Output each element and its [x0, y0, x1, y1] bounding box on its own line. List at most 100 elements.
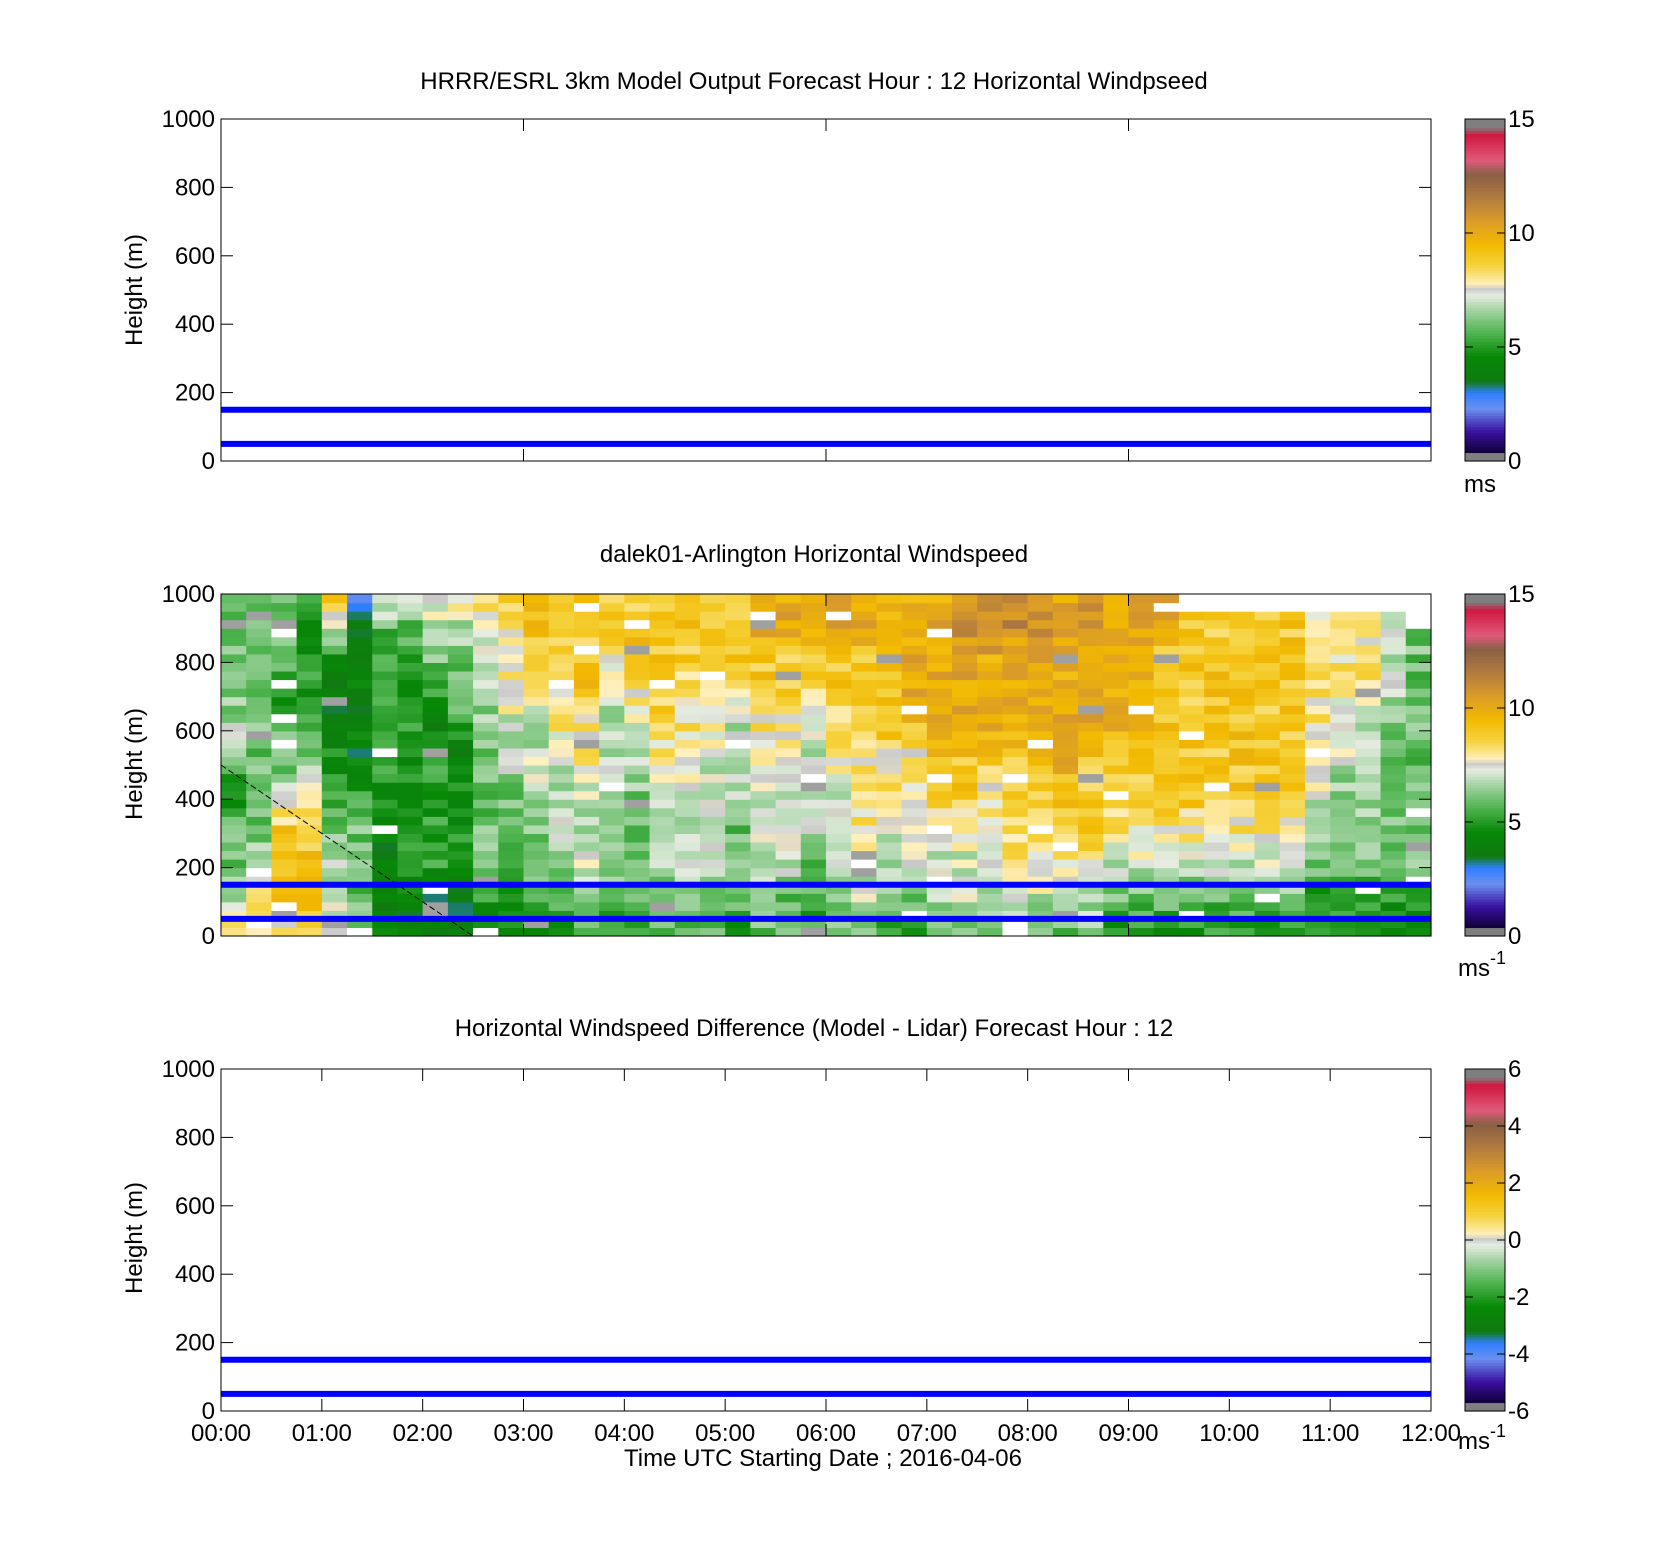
- colorbar-segment: [1465, 1077, 1505, 1081]
- heatmap-cell: [1128, 773, 1155, 783]
- heatmap-cell: [548, 713, 575, 723]
- colorbar-segment: [1465, 1325, 1505, 1329]
- heatmap-cell: [699, 807, 726, 817]
- heatmap-cell: [447, 636, 474, 646]
- y-tick-label: 0: [202, 1398, 215, 1425]
- heatmap-cell: [523, 765, 550, 775]
- colorbar-segment: [1465, 690, 1505, 695]
- heatmap-cell: [1204, 602, 1230, 612]
- heatmap-cell: [649, 645, 676, 655]
- heatmap-cell: [901, 628, 928, 638]
- dashed-diagonal-line: [220, 764, 474, 937]
- heatmap-cell: [1052, 679, 1079, 689]
- heatmap-cell: [876, 884, 903, 894]
- heatmap-cell: [372, 841, 399, 852]
- heatmap-cell: [977, 747, 1004, 758]
- colorbar-segment: [1465, 653, 1505, 658]
- heatmap-cell: [1128, 696, 1155, 706]
- heatmap-cell: [1355, 782, 1382, 792]
- heatmap-cell: [851, 645, 878, 655]
- heatmap-cell: [221, 645, 247, 655]
- heatmap-cell: [548, 884, 575, 894]
- heatmap-cell: [851, 799, 878, 809]
- heatmap-cell: [422, 773, 449, 783]
- colorbar-segment: [1465, 1245, 1505, 1250]
- heatmap-cell: [977, 876, 1004, 886]
- heatmap-cell: [246, 619, 273, 629]
- heatmap-cell: [977, 636, 1004, 646]
- heatmap-cell: [699, 739, 726, 749]
- heatmap-cell: [1052, 910, 1079, 920]
- heatmap-cell: [977, 594, 1004, 604]
- heatmap-cell: [422, 816, 449, 826]
- heatmap-cell: [296, 696, 323, 706]
- heatmap-cell: [1002, 918, 1029, 929]
- heatmap-cell: [1405, 807, 1432, 817]
- heatmap-cell: [952, 833, 978, 843]
- heatmap-cell: [1103, 859, 1130, 869]
- heatmap-cell: [826, 705, 852, 715]
- heatmap-cell: [800, 927, 827, 937]
- heatmap-cell: [1052, 602, 1079, 612]
- heatmap-cell: [851, 602, 878, 612]
- heatmap-cell: [473, 841, 499, 852]
- heatmap-cell: [271, 901, 298, 911]
- colorbar-segment: [1465, 119, 1505, 123]
- heatmap-cell: [599, 756, 625, 766]
- heatmap-cell: [473, 910, 499, 920]
- heatmap-cell: [1229, 790, 1256, 800]
- heatmap-cell: [372, 884, 399, 894]
- heatmap-cell: [447, 867, 474, 877]
- heatmap-cell: [548, 867, 575, 877]
- heatmap-cell: [775, 910, 802, 920]
- heatmap-cell: [1304, 696, 1331, 706]
- colorbar-segment: [1465, 384, 1505, 388]
- heatmap-cell: [1128, 799, 1155, 809]
- colorbar-segment: [1465, 150, 1505, 154]
- heatmap-cell: [422, 867, 449, 877]
- colorbar-segment: [1465, 181, 1505, 186]
- heatmap-cell: [1405, 705, 1432, 715]
- heatmap-cell: [1405, 636, 1432, 646]
- heatmap-cell: [1254, 859, 1281, 869]
- colorbar-segment: [1465, 349, 1505, 354]
- colorbar-segment: [1465, 841, 1505, 846]
- heatmap-cell: [1254, 722, 1281, 732]
- heatmap-cell: [674, 705, 701, 715]
- heatmap-cell: [1128, 867, 1155, 877]
- heatmap-cell: [221, 636, 247, 646]
- heatmap-cell: [826, 859, 852, 869]
- heatmap-cell: [800, 730, 827, 740]
- heatmap-cell: [397, 705, 424, 715]
- colorbar-segment: [1465, 631, 1505, 635]
- heatmap-cell: [952, 859, 978, 869]
- heatmap-cell: [498, 799, 525, 809]
- colorbar-segment: [1465, 324, 1505, 328]
- colorbar-segment: [1465, 605, 1505, 609]
- colorbar-segment: [1465, 415, 1505, 419]
- heatmap-cell: [372, 636, 399, 646]
- heatmap-cell: [1229, 645, 1256, 655]
- heatmap-cell: [1103, 807, 1130, 817]
- heatmap-cell: [1405, 594, 1432, 604]
- heatmap-cell: [1355, 799, 1382, 809]
- heatmap-cell: [1027, 799, 1054, 809]
- heatmap-cell: [699, 841, 726, 852]
- heatmap-cell: [523, 850, 550, 860]
- heatmap-cell: [876, 850, 903, 860]
- heatmap-cell: [1204, 850, 1230, 860]
- heatmap-cell: [952, 901, 978, 911]
- heatmap-cell: [1330, 611, 1356, 621]
- heatmap-cell: [800, 910, 827, 920]
- colorbar-segment: [1465, 1277, 1505, 1281]
- heatmap-cell: [1153, 619, 1180, 629]
- colorbar-segment: [1465, 1128, 1505, 1133]
- heatmap-cell: [977, 859, 1004, 869]
- heatmap-cell: [1078, 653, 1104, 663]
- heatmap-cell: [901, 833, 928, 843]
- heatmap-cell: [447, 645, 474, 655]
- heatmap-cell: [674, 799, 701, 809]
- heatmap-cell: [1178, 594, 1205, 604]
- heatmap-cell: [977, 824, 1004, 834]
- heatmap-cell: [952, 696, 978, 706]
